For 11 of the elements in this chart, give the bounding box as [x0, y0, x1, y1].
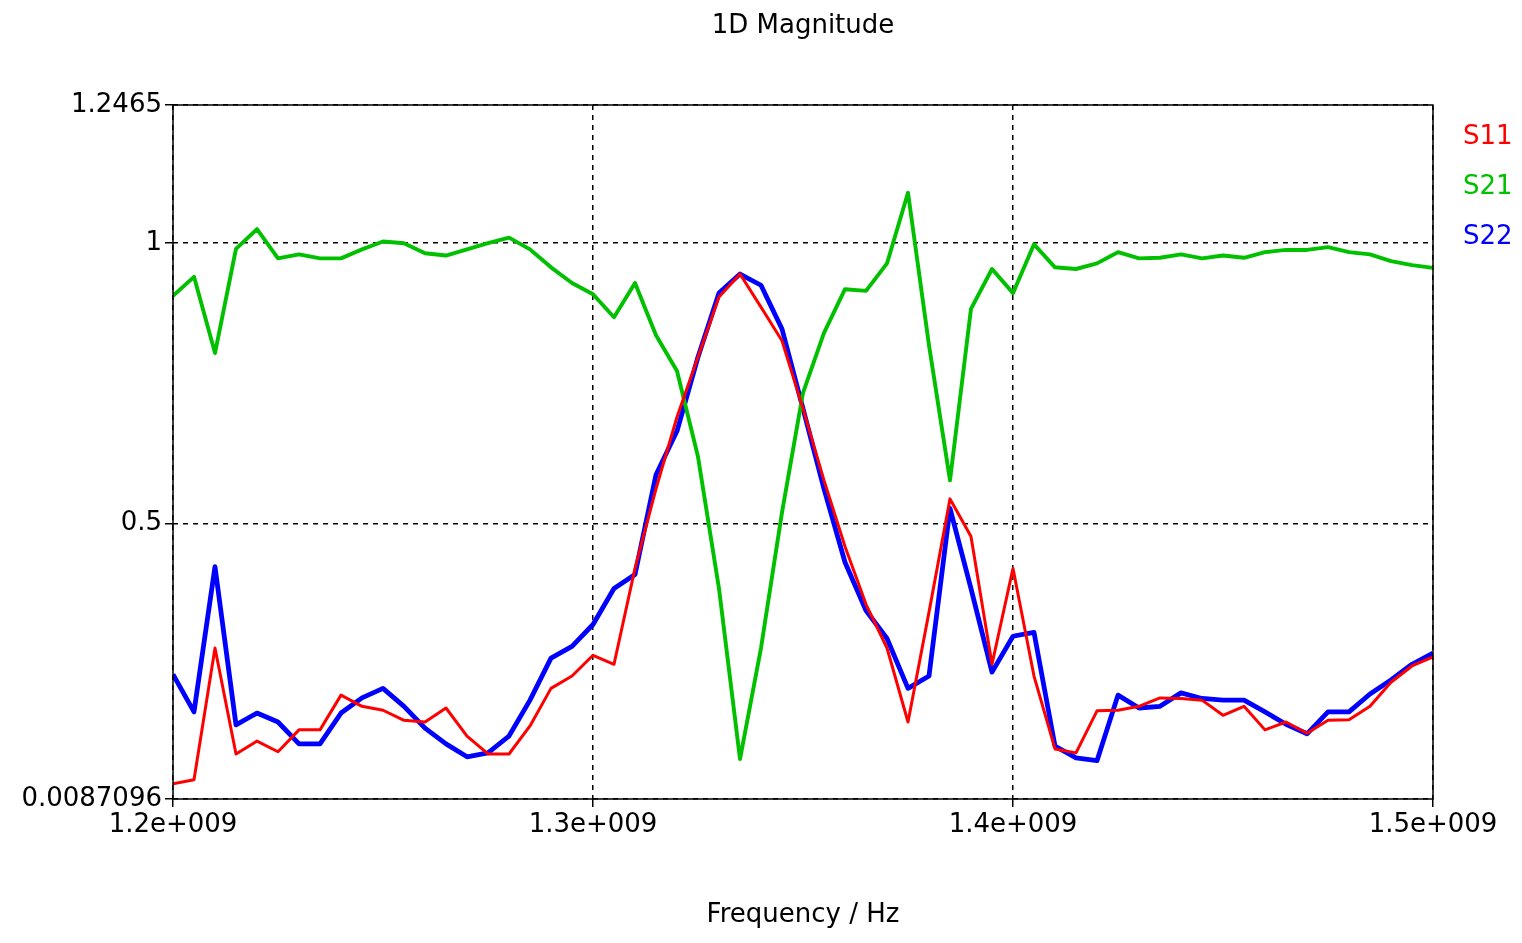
- text: S11: [1463, 119, 1513, 150]
- text: S22: [1463, 219, 1513, 250]
- text: S21: [1463, 169, 1513, 200]
- y-tick-label: 1: [145, 225, 162, 256]
- x-tick-label: 1.5e+009: [1368, 808, 1498, 839]
- y-tick-label: 1.2465: [71, 87, 162, 118]
- x-axis-title: Frequency / Hz: [706, 898, 900, 929]
- x-tick-label: 1.3e+009: [528, 808, 658, 839]
- x-tick-label: 1.4e+009: [948, 808, 1078, 839]
- y-tick-label: 0.5: [120, 506, 162, 537]
- chart-title: 1D Magnitude: [711, 8, 895, 39]
